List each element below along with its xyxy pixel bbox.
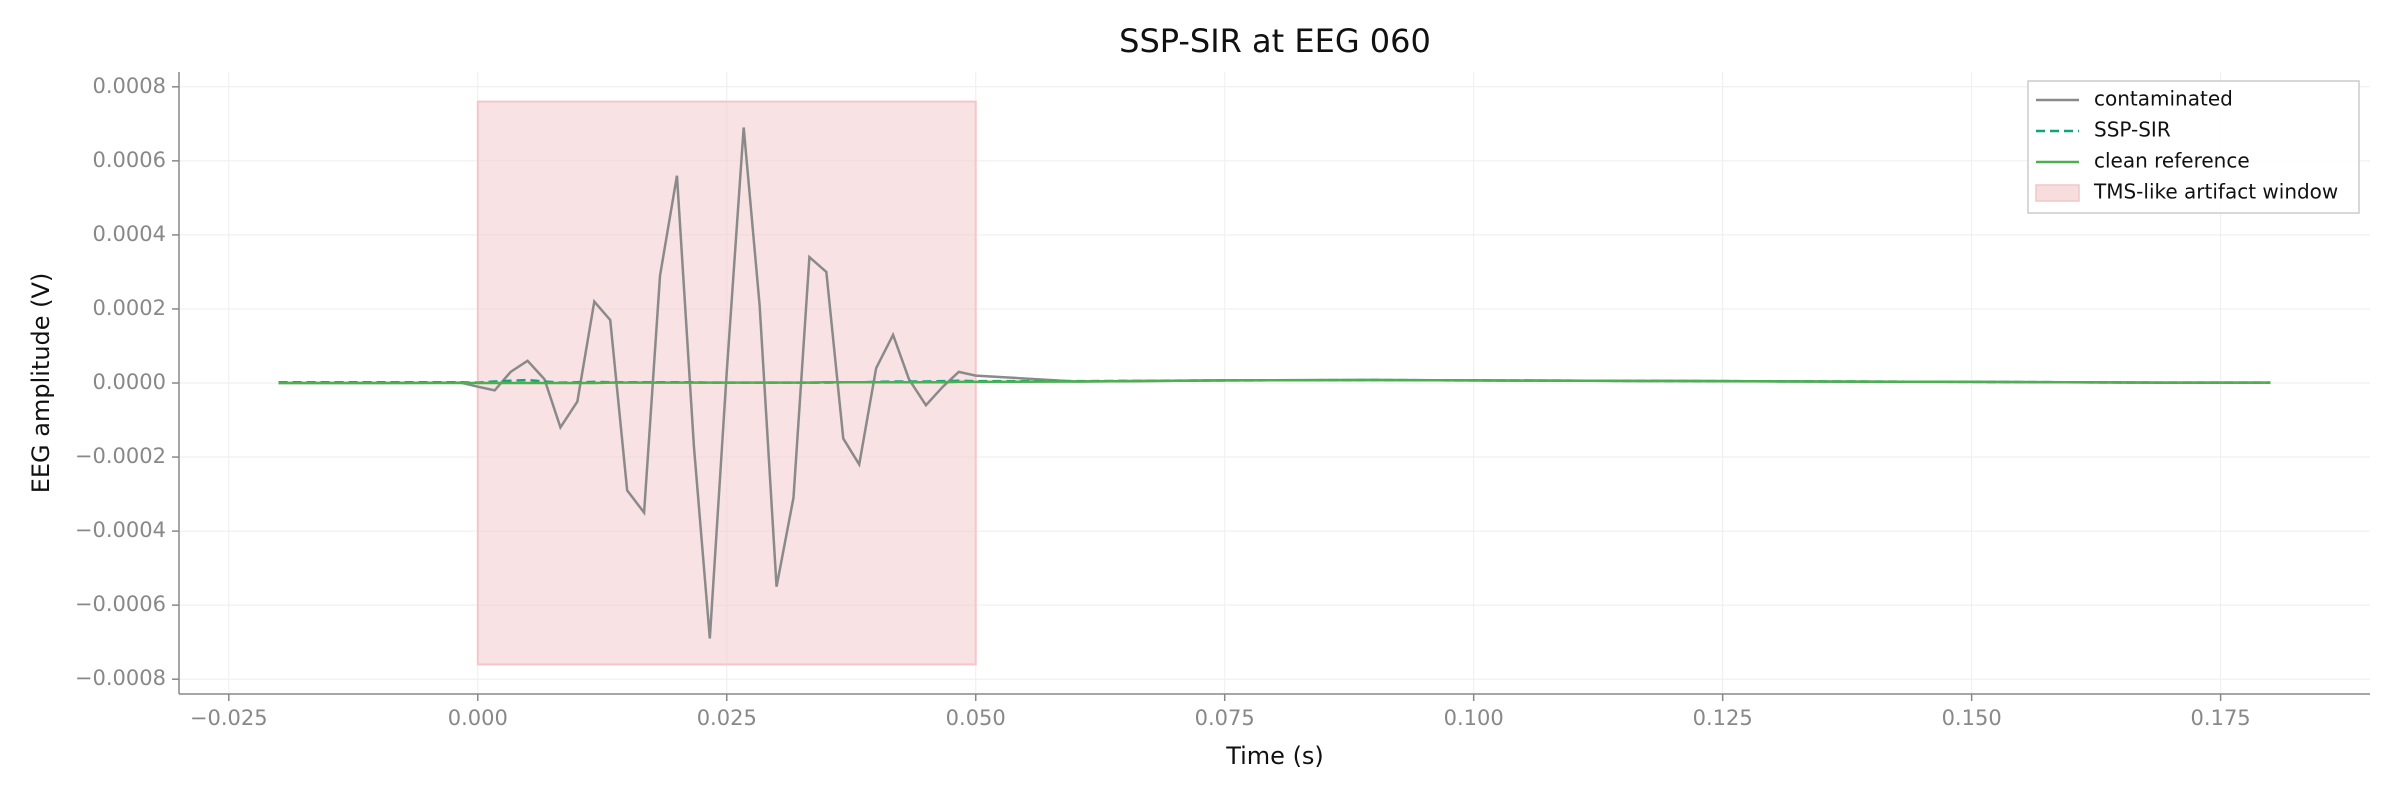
y-axis-label: EEG amplitude (V) xyxy=(27,273,55,494)
legend: contaminated SSP-SIR clean reference TMS-li… xyxy=(2027,80,2360,214)
x-tick-label: 0.100 xyxy=(1444,706,1504,730)
x-tick-label: 0.175 xyxy=(2191,706,2251,730)
x-tick-label: 0.025 xyxy=(697,706,757,730)
x-tick-label: 0.125 xyxy=(1693,706,1753,730)
x-tick-label: 0.075 xyxy=(1195,706,1255,730)
x-tick-label: 0.000 xyxy=(448,706,508,730)
y-tick-label: −0.0008 xyxy=(75,666,166,690)
x-tick-label: 0.150 xyxy=(1942,706,2002,730)
legend-label: clean reference xyxy=(2094,149,2250,173)
legend-label: TMS-like artifact window xyxy=(2093,180,2338,204)
y-tick-label: −0.0002 xyxy=(75,444,166,468)
y-tick-label: 0.0008 xyxy=(93,74,166,98)
x-tick-label: 0.050 xyxy=(946,706,1006,730)
x-tick-label: −0.025 xyxy=(190,706,268,730)
y-tick-label: −0.0004 xyxy=(75,518,166,542)
legend-label: SSP-SIR xyxy=(2094,118,2171,142)
y-tick-label: 0.0002 xyxy=(93,296,166,320)
y-tick-label: −0.0006 xyxy=(75,592,166,616)
x-axis-label: Time (s) xyxy=(1225,742,1324,770)
series-line xyxy=(278,378,2271,385)
legend-swatch xyxy=(2035,184,2080,202)
chart-title: SSP-SIR at EEG 060 xyxy=(1119,22,1431,60)
y-tick-label: 0.0000 xyxy=(93,370,166,394)
legend-label: contaminated xyxy=(2094,87,2233,111)
y-tick-label: 0.0006 xyxy=(93,148,166,172)
legend-box xyxy=(2027,80,2360,214)
y-tick-label: 0.0004 xyxy=(93,222,166,246)
